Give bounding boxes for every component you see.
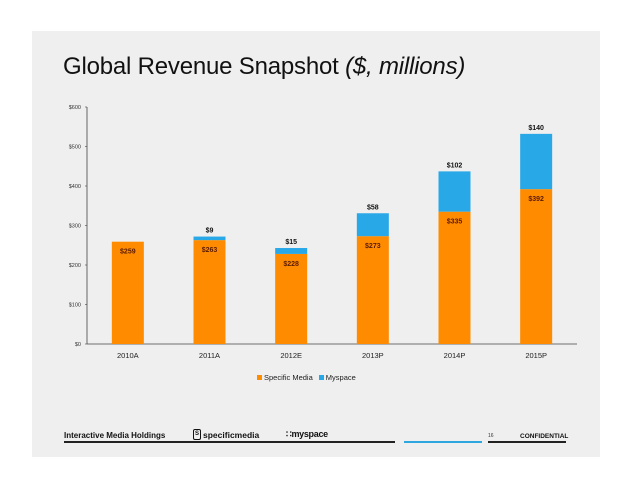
bar-specific-media [438, 211, 471, 344]
data-label-specific-media: $259 [120, 249, 136, 256]
data-label-myspace: $9 [206, 228, 214, 235]
title-main: Global Revenue Snapshot [63, 53, 339, 80]
footer-company: Interactive Media Holdings [64, 431, 166, 440]
x-tick-label: 2013P [362, 351, 384, 360]
legend-swatch [318, 375, 324, 380]
data-label-specific-media: $392 [528, 196, 544, 203]
revenue-chart: $0 $100 $200 $300 $400 $500 $600 $259 2010A $263 $… [69, 105, 577, 360]
chart-legend: Specific Media Myspace [257, 373, 356, 382]
specific-media-wordmark: specificmedia [203, 429, 260, 440]
x-tick-label: 2010A [117, 351, 139, 360]
bar-specific-media [111, 241, 144, 344]
slide: Global Revenue Snapshot ($, millions) $0… [32, 31, 600, 457]
legend-label: Specific Media [264, 373, 313, 382]
data-label-myspace: $140 [528, 125, 544, 132]
y-tick-label: $100 [69, 303, 81, 309]
y-tick-label: $0 [75, 342, 81, 348]
bar-myspace [438, 171, 471, 212]
y-tick-label: $500 [69, 145, 81, 151]
legend-swatch [257, 375, 262, 380]
data-label-myspace: $58 [367, 204, 379, 211]
x-tick-label: 2015P [525, 351, 547, 360]
bar-specific-media [275, 253, 308, 344]
y-tick-label: $300 [69, 224, 81, 230]
y-tick-label: $200 [69, 263, 81, 269]
footer-rule-right [488, 441, 566, 443]
data-label-myspace: $102 [447, 162, 463, 169]
data-label-myspace: $15 [285, 239, 297, 246]
x-tick-label: 2012E [280, 351, 302, 360]
myspace-logo-icon: ∷ [286, 429, 292, 439]
y-tick-label: $600 [69, 105, 81, 111]
data-label-specific-media: $263 [202, 247, 218, 254]
legend-label: Myspace [325, 373, 356, 382]
data-label-specific-media: $273 [365, 243, 381, 250]
legend-item-myspace: Myspace [318, 373, 356, 382]
bar-myspace [520, 133, 553, 190]
myspace-logo: ∷myspace [286, 429, 328, 440]
myspace-wordmark: myspace [291, 429, 328, 439]
footer-accent-rule [404, 441, 482, 443]
bar-specific-media [193, 240, 226, 344]
slide-title: Global Revenue Snapshot ($, millions) [63, 53, 465, 81]
x-tick-label: 2014P [444, 351, 466, 360]
specific-media-logo: S specificmedia [193, 429, 259, 440]
x-tick-label: 2011A [199, 351, 220, 360]
bar-myspace [193, 236, 226, 241]
confidential-label: CONFIDENTIAL [520, 433, 569, 440]
title-unit: ($, millions) [345, 53, 466, 80]
bar-specific-media [520, 189, 553, 344]
page-number: 16 [488, 433, 494, 439]
bar-specific-media [356, 236, 389, 344]
legend-item-specific-media: Specific Media [257, 373, 313, 382]
y-tick-label: $400 [69, 184, 81, 190]
bar-myspace [356, 213, 389, 237]
data-label-specific-media: $228 [283, 261, 299, 268]
bar-myspace [275, 248, 308, 254]
specific-media-mark: S [193, 429, 202, 440]
footer-rule [64, 441, 395, 443]
data-label-specific-media: $335 [447, 219, 463, 226]
